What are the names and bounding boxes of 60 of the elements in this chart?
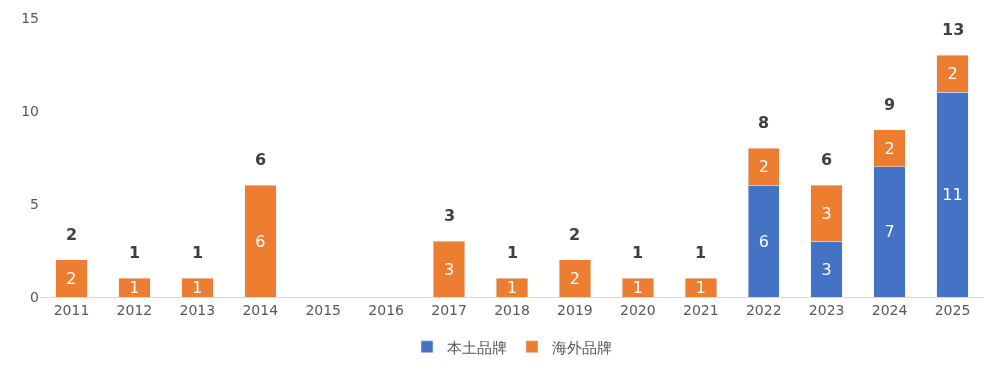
total-label: 1 bbox=[632, 243, 644, 262]
x-tick-label: 2018 bbox=[494, 301, 530, 318]
total-label: 13 bbox=[942, 20, 965, 39]
data-label: 3 bbox=[821, 259, 832, 279]
x-tick-label: 2021 bbox=[682, 301, 719, 318]
total-label: 6 bbox=[821, 150, 833, 169]
data-label: 2 bbox=[884, 138, 895, 158]
x-tick-label: 2014 bbox=[242, 301, 279, 318]
data-label: 2 bbox=[569, 268, 581, 288]
data-label: 1 bbox=[192, 278, 203, 298]
data-label: 2 bbox=[66, 268, 77, 288]
y-tick-label: 0 bbox=[30, 288, 39, 305]
x-tick-label: 2011 bbox=[53, 301, 90, 318]
data-label: 2 bbox=[758, 157, 769, 177]
data-label: 7 bbox=[884, 222, 895, 242]
data-label: 3 bbox=[443, 259, 455, 279]
data-label: 3 bbox=[821, 203, 832, 223]
x-tick-label: 2025 bbox=[934, 301, 971, 318]
bar bbox=[181, 278, 214, 297]
total-label: 1 bbox=[507, 243, 519, 262]
bar bbox=[621, 278, 654, 297]
total-label: 1 bbox=[192, 243, 204, 262]
total-label: 2 bbox=[66, 225, 78, 244]
data-label: 1 bbox=[129, 278, 140, 298]
x-tick-label: 2023 bbox=[808, 301, 845, 318]
bar bbox=[433, 240, 466, 297]
x-tick-label: 2024 bbox=[871, 301, 908, 318]
y-tick-label: 5 bbox=[30, 195, 39, 212]
data-label: 1 bbox=[695, 278, 706, 298]
x-tick-label: 2020 bbox=[620, 301, 656, 318]
data-label: 11 bbox=[942, 185, 963, 205]
legend-label: 本土品牌 bbox=[447, 338, 507, 357]
total-label: 3 bbox=[444, 206, 456, 225]
x-tick-label: 2012 bbox=[116, 301, 153, 318]
bar bbox=[496, 278, 528, 297]
x-tick-label: 2019 bbox=[557, 301, 593, 318]
data-label: 1 bbox=[632, 278, 643, 298]
bar bbox=[684, 278, 717, 297]
y-tick-label: 15 bbox=[21, 9, 39, 26]
bar bbox=[244, 185, 277, 297]
data-label: 1 bbox=[506, 278, 518, 298]
legend-label: 海外品牌 bbox=[552, 338, 612, 357]
data-label: 6 bbox=[255, 231, 266, 251]
total-label: 1 bbox=[695, 243, 707, 262]
total-label: 6 bbox=[255, 150, 267, 169]
x-tick-label: 2013 bbox=[179, 301, 216, 318]
data-label: 2 bbox=[947, 64, 958, 84]
y-tick-label: 10 bbox=[21, 102, 39, 119]
data-label: 6 bbox=[758, 231, 769, 251]
x-tick-label: 2017 bbox=[431, 301, 467, 318]
total-label: 2 bbox=[569, 225, 581, 244]
x-tick-label: 2015 bbox=[305, 301, 342, 318]
x-tick-label: 2022 bbox=[745, 301, 782, 318]
bar bbox=[558, 259, 591, 297]
bar bbox=[55, 259, 88, 297]
total-label: 1 bbox=[129, 243, 141, 262]
total-label: 8 bbox=[758, 113, 770, 132]
x-tick-label: 2016 bbox=[368, 301, 405, 318]
total-label: 9 bbox=[884, 95, 896, 114]
bar bbox=[118, 278, 151, 297]
